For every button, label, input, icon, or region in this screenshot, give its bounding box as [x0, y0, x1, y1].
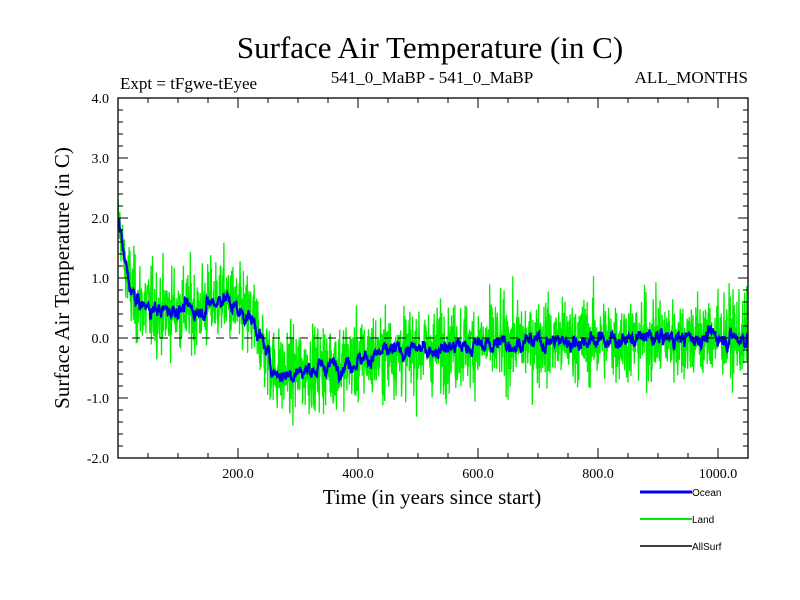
y-axis-label: Surface Air Temperature (in C): [50, 147, 74, 409]
legend-allsurf-label: AllSurf: [692, 542, 722, 553]
x-tick-label: 800.0: [582, 467, 614, 482]
x-axis-ticks: 200.0 400.0 600.0 800.0 1000.0: [147, 98, 738, 482]
x-tick-label: 600.0: [462, 467, 494, 482]
chart-legend: Ocean Land AllSurf: [640, 488, 722, 553]
y-tick-label: -1.0: [87, 392, 109, 407]
subtitle-case: 541_0_MaBP - 541_0_MaBP: [331, 68, 533, 87]
y-tick-label: -2.0: [87, 452, 109, 467]
legend-ocean-label: Ocean: [692, 488, 721, 499]
x-axis-label: Time (in years since start): [323, 485, 542, 509]
subtitle-months: ALL_MONTHS: [635, 68, 748, 87]
plot-area: 200.0 400.0 600.0 800.0 1000.0 4.0 3.0 2.0 1.0 0…: [87, 92, 749, 482]
y-tick-label: 3.0: [92, 152, 110, 167]
x-tick-label: 400.0: [342, 467, 374, 482]
land-series-line: [118, 198, 748, 426]
y-axis-ticks: 4.0 3.0 2.0 1.0 0.0 -1.0 -2.0: [87, 92, 748, 467]
subtitle-experiment: Expt = tFgwe-tEyee: [120, 74, 257, 93]
y-tick-label: 2.0: [92, 212, 110, 227]
x-tick-label: 1000.0: [699, 467, 738, 482]
land-series-layer: [118, 198, 748, 426]
y-tick-label: 1.0: [92, 272, 110, 287]
y-tick-label: 4.0: [92, 92, 110, 107]
plot-frame: [117, 97, 749, 459]
x-tick-label: 200.0: [222, 467, 254, 482]
y-tick-label: 0.0: [92, 332, 110, 347]
chart-title: Surface Air Temperature (in C): [237, 30, 623, 65]
legend-land-label: Land: [692, 515, 714, 526]
